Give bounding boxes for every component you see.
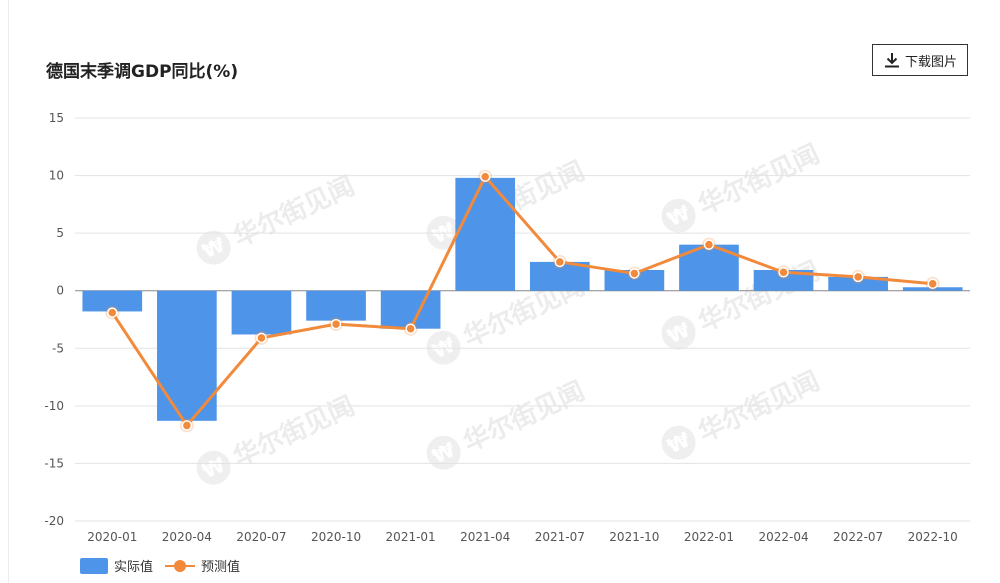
legend-item-actual[interactable]: 实际值: [80, 556, 153, 575]
y-tick-label: -5: [52, 341, 64, 355]
x-tick-label: 2020-04: [162, 530, 212, 544]
forecast-point: [107, 307, 118, 318]
bar: [82, 290, 143, 312]
forecast-point: [629, 268, 640, 279]
forecast-line: [111, 175, 933, 427]
forecast-point: [256, 332, 267, 344]
forecast-point: [554, 256, 566, 268]
chart-title: 德国末季调GDP同比(%): [46, 62, 239, 82]
bar: [604, 269, 665, 291]
legend-item-forecast[interactable]: 预测值: [165, 556, 240, 575]
x-tick-label: 2020-10: [311, 530, 361, 544]
legend-forecast-label: 预测值: [201, 560, 241, 575]
legend-actual-label: 实际值: [114, 560, 154, 575]
y-tick-label: -15: [44, 456, 64, 470]
x-tick-label: 2021-01: [386, 530, 436, 544]
forecast-point: [405, 323, 416, 334]
y-tick-label: 15: [49, 111, 64, 125]
y-tick-label: 10: [49, 169, 64, 183]
forecast-point: [181, 420, 193, 431]
x-tick-label: 2020-01: [87, 530, 137, 544]
x-tick-label: 2022-01: [684, 530, 734, 544]
download-image-label: 下载图片: [904, 54, 957, 70]
bar: [753, 269, 814, 291]
chart-legend: 实际值 预测值: [80, 556, 252, 575]
x-tick-label: 2021-10: [609, 530, 659, 544]
bar: [231, 290, 292, 335]
legend-bar-swatch: [80, 557, 108, 574]
x-tick-label: 2022-07: [833, 530, 883, 544]
download-image-button[interactable]: 下载图片: [872, 44, 968, 76]
forecast-point: [778, 267, 789, 278]
legend-line-swatch: [165, 558, 196, 574]
bar: [306, 290, 366, 321]
x-tick-label: 2022-10: [908, 530, 958, 544]
forecast-point: [330, 318, 342, 330]
forecast-point: [852, 271, 864, 283]
y-tick-label: -20: [44, 514, 64, 528]
x-tick-label: 2022-04: [758, 530, 808, 544]
bar: [157, 290, 217, 421]
bar: [380, 290, 441, 329]
y-tick-label: 0: [56, 284, 64, 298]
y-tick-label: 5: [56, 226, 64, 240]
forecast-point: [479, 171, 491, 182]
forecast-point: [927, 278, 938, 290]
x-tick-label: 2021-04: [460, 530, 510, 544]
forecast-point: [703, 239, 715, 250]
download-icon: [884, 53, 899, 68]
y-tick-label: -10: [44, 399, 64, 413]
bar: [828, 276, 888, 291]
x-tick-label: 2021-07: [535, 530, 585, 544]
x-tick-label: 2020-07: [236, 530, 286, 544]
bar: [455, 177, 516, 291]
